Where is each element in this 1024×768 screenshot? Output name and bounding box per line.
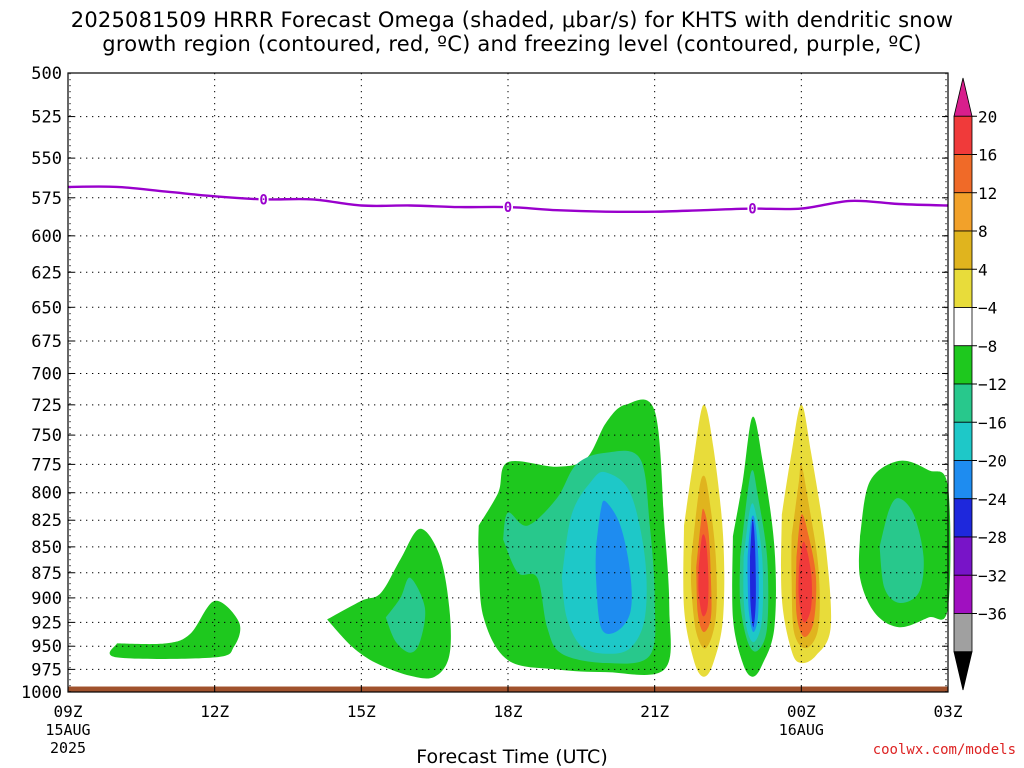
- y-tick-label: 975: [31, 660, 62, 680]
- colorbar-label: −20: [978, 452, 1007, 471]
- omega-region-19: [798, 541, 812, 623]
- colorbar-segment: [953, 192, 973, 232]
- omega-shaded-regions: [109, 399, 951, 679]
- x-tick-sublabel: 16AUG: [779, 721, 824, 739]
- colorbar-label: −4: [978, 299, 997, 318]
- colorbar-label: 20: [978, 107, 997, 126]
- x-tick-label: 12Z: [200, 702, 229, 721]
- colorbar-segment: [953, 460, 973, 500]
- omega-region-10: [698, 534, 709, 617]
- colorbar-bottom-triangle: [953, 651, 973, 691]
- y-tick-label: 950: [31, 637, 62, 657]
- x-tick-label: 18Z: [494, 702, 523, 721]
- colorbar-segment: [953, 230, 973, 270]
- omega-region-15: [750, 519, 756, 628]
- colorbar-segment: [953, 421, 973, 461]
- colorbar-label: −32: [978, 566, 1007, 585]
- y-tick-label: 925: [31, 613, 62, 633]
- colorbar-label: −8: [978, 337, 997, 356]
- colorbar-top-triangle: [953, 77, 973, 117]
- colorbar-segment: [953, 268, 973, 308]
- title-line-1: 2025081509 HRRR Forecast Omega (shaded, …: [70, 8, 954, 32]
- x-tick-label: 00Z: [787, 702, 816, 721]
- y-tick-label: 650: [31, 298, 62, 318]
- x-tick-label: 21Z: [640, 702, 669, 721]
- colorbar-segment: [953, 574, 973, 614]
- colorbar-label: 8: [978, 222, 988, 241]
- y-tick-label: 600: [31, 227, 62, 247]
- credit-link[interactable]: coolwx.com/models: [872, 742, 1016, 758]
- grid-lines: [68, 72, 948, 692]
- y-tick-label: 675: [31, 332, 62, 352]
- y-tick-label: 550: [31, 149, 62, 169]
- colorbar-label: 16: [978, 146, 997, 165]
- y-tick-label: 700: [31, 364, 62, 384]
- omega-region-0: [109, 600, 241, 659]
- x-tick-label: 03Z: [934, 702, 963, 721]
- x-tick-sublabel: 15AUG: [45, 721, 90, 739]
- y-tick-label: 875: [31, 564, 62, 584]
- colorbar-label: 12: [978, 184, 997, 203]
- x-tick-label: 09Z: [54, 702, 83, 721]
- omega-region-2: [385, 577, 426, 653]
- y-tick-label: 800: [31, 484, 62, 504]
- freezing-level-contour: 0 0 0: [67, 185, 949, 218]
- y-tick-label: 500: [31, 64, 62, 84]
- colorbar-label: 4: [978, 260, 988, 279]
- colorbar-segment: [953, 536, 973, 576]
- y-tick-label: 1000: [21, 683, 62, 703]
- y-axis-ticks: 500 525 550 575 600 625 650 675 700 725 750 775 800 8…: [21, 64, 948, 703]
- colorbar-segment: [953, 115, 973, 155]
- y-tick-label: 850: [31, 538, 62, 558]
- colorbar-label: −12: [978, 375, 1007, 394]
- x-axis-title: Forecast Time (UTC): [416, 746, 608, 768]
- freezing-level-label: 0: [504, 200, 512, 216]
- colorbar-segment: [953, 307, 973, 347]
- x-tick-label: 15Z: [347, 702, 376, 721]
- y-tick-label: 625: [31, 263, 62, 283]
- x-tick-sublabel: 2025: [50, 739, 86, 757]
- colorbar-label: −28: [978, 528, 1007, 547]
- colorbar-segment: [953, 383, 973, 423]
- chart-title: 2025081509 HRRR Forecast Omega (shaded, …: [0, 8, 1024, 56]
- omega-region-1: [327, 528, 451, 679]
- y-tick-label: 750: [31, 426, 62, 446]
- colorbar-label: −16: [978, 413, 1007, 432]
- title-line-2: growth region (contoured, red, ºC) and f…: [102, 32, 922, 56]
- colorbar-segment: [953, 345, 973, 385]
- freezing-label-bg: [258, 191, 269, 208]
- colorbar-segment: [953, 498, 973, 538]
- y-tick-label: 725: [31, 396, 62, 416]
- colorbar-label: −24: [978, 490, 1007, 509]
- colorbar-segment: [953, 613, 973, 653]
- omega-region-6: [595, 500, 632, 634]
- omega-region-21: [879, 498, 924, 604]
- y-tick-label: 900: [31, 589, 62, 609]
- freezing-label-bg: [503, 199, 513, 216]
- freezing-level-label: 0: [259, 192, 267, 208]
- y-tick-label: 825: [31, 511, 62, 531]
- colorbar-segment: [953, 154, 973, 194]
- colorbar: 20 16 12 8 4 −4 −8 −12 −16 −20 −24 −28 −32 −36: [953, 77, 1007, 691]
- colorbar-label: −36: [978, 605, 1007, 624]
- freezing-level-label: 0: [748, 202, 756, 218]
- y-tick-label: 775: [31, 455, 62, 475]
- y-tick-label: 575: [31, 189, 62, 209]
- freezing-label-bg: [747, 200, 758, 217]
- y-tick-label: 525: [31, 108, 62, 128]
